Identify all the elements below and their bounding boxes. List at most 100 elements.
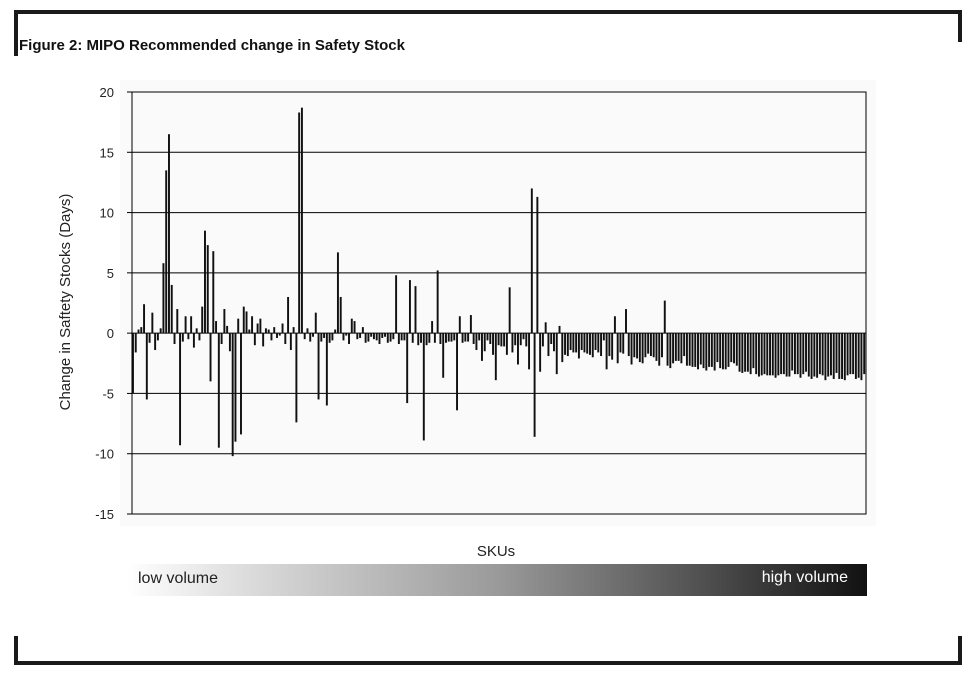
sku-bar [381,333,384,338]
sku-bar [361,327,364,334]
sku-bar [541,333,544,347]
sku-bar [237,318,240,334]
sku-bar [824,333,827,381]
sku-bar [397,333,400,344]
sku-bar [403,333,406,341]
sku-bar [226,325,229,334]
sku-bar [600,333,603,357]
sku-bar [519,333,522,346]
sku-bar [788,333,791,377]
sku-bar [187,333,190,340]
sku-bar [619,333,622,353]
sku-bar [785,333,788,377]
safety-stock-chart: 20 15 10 5 0 -5 -10 -15 Change in Saftety Stock… [57,85,867,560]
sku-bar [555,333,558,375]
sku-bar [206,245,209,334]
sku-bar [356,333,359,340]
sku-bar [306,328,309,334]
sku-bar [289,333,292,351]
sku-bar [633,333,636,358]
sku-bar [284,333,287,344]
sku-bar [209,333,212,382]
sku-bar [721,333,724,370]
sku-bar [494,333,497,381]
y-tick-label: 20 [100,85,114,100]
sku-bar [528,333,531,370]
sku-bar [757,333,760,377]
sku-bar [611,333,614,360]
sku-bar [469,315,472,334]
sku-bar [835,333,838,373]
sku-bar [807,333,810,377]
sku-bar [176,309,179,334]
sku-bar [727,333,730,367]
sku-bar [553,333,555,352]
sku-bar [331,333,334,341]
sku-bar [472,333,475,344]
sku-bar [514,333,517,346]
sku-bar [417,333,420,346]
sku-bar [300,107,303,334]
sku-bar [755,333,758,375]
sku-bar [295,333,298,423]
sku-bar [170,284,173,334]
sku-bar [359,333,362,338]
sku-bar [505,333,508,355]
sku-bar [647,333,650,354]
sku-bar [168,134,170,334]
sku-bar [364,333,367,343]
high-volume-label: high volume [761,569,848,586]
sku-bar [838,333,841,379]
sku-bar [777,333,780,376]
sku-bar [685,333,688,366]
sku-bar [547,333,550,357]
sku-bar [173,333,176,344]
sku-bar [231,333,234,457]
sku-bar [517,333,519,365]
sku-bar [818,333,821,375]
sku-bar [242,306,245,334]
sku-bar [395,275,398,334]
sku-bar [536,196,539,334]
sku-bar [162,263,165,334]
y-tick-label: -10 [95,447,114,462]
sku-bar [843,333,846,381]
sku-bar [198,333,201,341]
sku-bar [849,333,852,375]
y-axis-title: Change in Saftety Stocks (Days) [57,194,74,411]
sku-bar [492,333,495,355]
sku-bar [228,333,231,352]
sku-bar [771,333,774,376]
sku-bar [652,333,655,358]
sku-bar [774,333,777,378]
sku-bar [752,333,755,369]
sku-bar [580,333,583,351]
sku-bar [151,312,154,334]
sku-bar [854,333,857,379]
sku-bar [439,333,442,344]
sku-bar [184,316,187,334]
sku-bar [699,333,702,365]
sku-bar [791,333,794,371]
sku-bar [312,333,314,337]
sku-bar [392,333,395,340]
sku-bar [597,333,600,353]
sku-bar [683,333,686,357]
sku-bar [253,333,256,346]
sku-bar [444,333,447,343]
sku-bar [522,333,525,340]
sku-bar [594,333,597,351]
sku-bar [273,327,276,334]
sku-bar [137,329,140,334]
sku-bar [309,333,312,342]
sku-bar [705,333,708,371]
sku-bar [134,333,137,353]
sku-bar [154,333,157,351]
sku-bar [860,333,863,381]
sku-bar [217,333,220,448]
sku-bar [458,316,461,334]
sku-bar [334,329,337,334]
sku-bar [345,333,348,336]
sku-bar [204,230,206,334]
sku-bar [489,333,492,344]
